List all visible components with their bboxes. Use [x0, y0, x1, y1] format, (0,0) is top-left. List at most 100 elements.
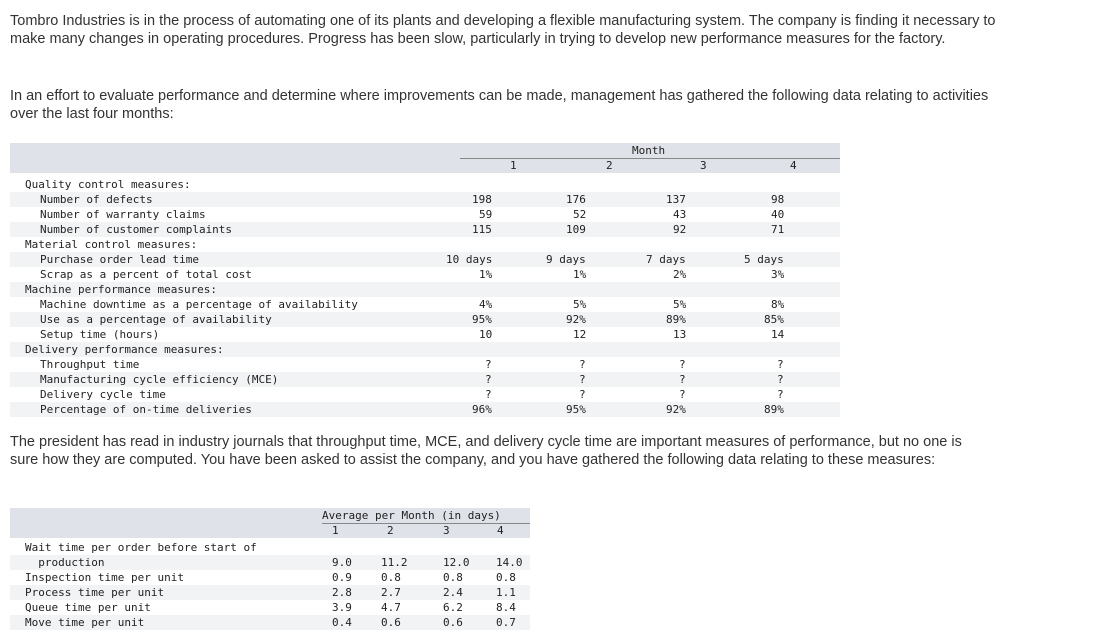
table-cell: 13 — [673, 328, 687, 341]
table-cell: 1% — [573, 268, 587, 281]
column-header-4: 4 — [497, 524, 504, 537]
intro-paragraph-1: Tombro Industries is in the process of a… — [10, 13, 996, 47]
table-cell: 92% — [566, 313, 586, 326]
table-cell: 10 days — [446, 253, 493, 266]
table-cell: 9 days — [546, 253, 586, 266]
table-cell: ? — [485, 358, 492, 371]
table-cell: ? — [485, 373, 492, 386]
table-cell: ? — [579, 388, 586, 401]
table-header-band — [10, 508, 530, 523]
table-cell: ? — [579, 373, 586, 386]
table-cell: 2.7 — [381, 586, 401, 599]
table-cell: 1.1 — [496, 586, 516, 599]
column-header-1: 1 — [332, 524, 339, 537]
table-header-band — [10, 158, 840, 173]
table-row — [10, 192, 840, 207]
column-header-3: 3 — [700, 159, 707, 172]
table-cell: ? — [485, 388, 492, 401]
header-divider — [322, 523, 530, 524]
row-label: Wait time per order before start of — [25, 541, 257, 554]
table-cell: 85% — [764, 313, 784, 326]
table-cell: 6.2 — [443, 601, 463, 614]
row-label: Machine performance measures: — [25, 283, 218, 296]
table-cell: 95% — [472, 313, 492, 326]
table-cell: 2.8 — [332, 586, 352, 599]
table-cell: 8.4 — [496, 601, 516, 614]
row-label: production — [25, 556, 105, 569]
table-cell: 109 — [566, 223, 586, 236]
table-cell: 14 — [771, 328, 785, 341]
table-cell: ? — [777, 388, 784, 401]
table-cell: 0.8 — [443, 571, 463, 584]
table-cell: 12.0 — [443, 556, 470, 569]
table-cell: 0.7 — [496, 616, 516, 629]
table-cell: 92 — [673, 223, 687, 236]
table-row — [10, 555, 530, 570]
intro-paragraph-2: In an effort to evaluate performance and… — [10, 88, 989, 122]
table-cell: 2.4 — [443, 586, 463, 599]
table-cell: 115 — [472, 223, 492, 236]
table-cell: 1% — [479, 268, 493, 281]
column-header-3: 3 — [443, 524, 450, 537]
table-row — [10, 252, 840, 267]
table-cell: ? — [579, 358, 586, 371]
table-cell: 89% — [666, 313, 686, 326]
row-label: Number of customer complaints — [40, 223, 233, 236]
column-header-2: 2 — [387, 524, 394, 537]
table-cell: 89% — [764, 403, 784, 416]
table-cell: ? — [679, 358, 686, 371]
table-row — [10, 282, 840, 297]
row-label: Setup time (hours) — [40, 328, 160, 341]
table-cell: ? — [777, 373, 784, 386]
column-header-1: 1 — [510, 159, 517, 172]
row-label: Material control measures: — [25, 238, 198, 251]
table-cell: 14.0 — [496, 556, 523, 569]
table-cell: 11.2 — [381, 556, 408, 569]
table-header-band — [10, 143, 840, 158]
table-cell: 43 — [673, 208, 687, 221]
table-cell: 71 — [771, 223, 785, 236]
table-row — [10, 342, 840, 357]
table-cell: 12 — [573, 328, 587, 341]
table-cell: 10 — [479, 328, 493, 341]
table-cell: 0.6 — [443, 616, 463, 629]
row-label: Machine downtime as a percentage of avai… — [40, 298, 358, 311]
table-cell: 95% — [566, 403, 586, 416]
table-cell: ? — [679, 373, 686, 386]
row-label: Delivery cycle time — [40, 388, 166, 401]
table-cell: 0.9 — [332, 571, 352, 584]
table-cell: 3.9 — [332, 601, 352, 614]
average-header: Average per Month (in days) — [322, 509, 501, 522]
table-cell: 137 — [666, 193, 686, 206]
table-cell: 5% — [573, 298, 587, 311]
table-cell: 98 — [771, 193, 785, 206]
row-label: Use as a percentage of availability — [40, 313, 272, 326]
row-label: Number of defects — [40, 193, 153, 206]
table-cell: 176 — [566, 193, 586, 206]
table-row — [10, 585, 530, 600]
column-header-2: 2 — [606, 159, 613, 172]
table-cell: 4.7 — [381, 601, 401, 614]
row-label: Number of warranty claims — [40, 208, 206, 221]
table-cell: 4% — [479, 298, 493, 311]
table-cell: ? — [777, 358, 784, 371]
intro-paragraph-3: The president has read in industry journ… — [10, 434, 962, 468]
table-cell: 7 days — [646, 253, 686, 266]
row-label: Scrap as a percent of total cost — [40, 268, 252, 281]
table-cell: 8% — [771, 298, 785, 311]
table-cell: 0.4 — [332, 616, 352, 629]
table-header-band — [10, 523, 530, 538]
table-row — [10, 222, 840, 237]
month-header: Month — [632, 144, 666, 157]
table-row — [10, 402, 840, 417]
table-cell: 40 — [771, 208, 785, 221]
table-cell: 198 — [472, 193, 492, 206]
table-cell: 52 — [573, 208, 587, 221]
table-cell: 9.0 — [332, 556, 352, 569]
row-label: Move time per unit — [25, 616, 145, 629]
row-label: Manufacturing cycle efficiency (MCE) — [40, 373, 279, 386]
table-cell: 0.8 — [496, 571, 516, 584]
table-cell: 96% — [472, 403, 492, 416]
table-row — [10, 372, 840, 387]
